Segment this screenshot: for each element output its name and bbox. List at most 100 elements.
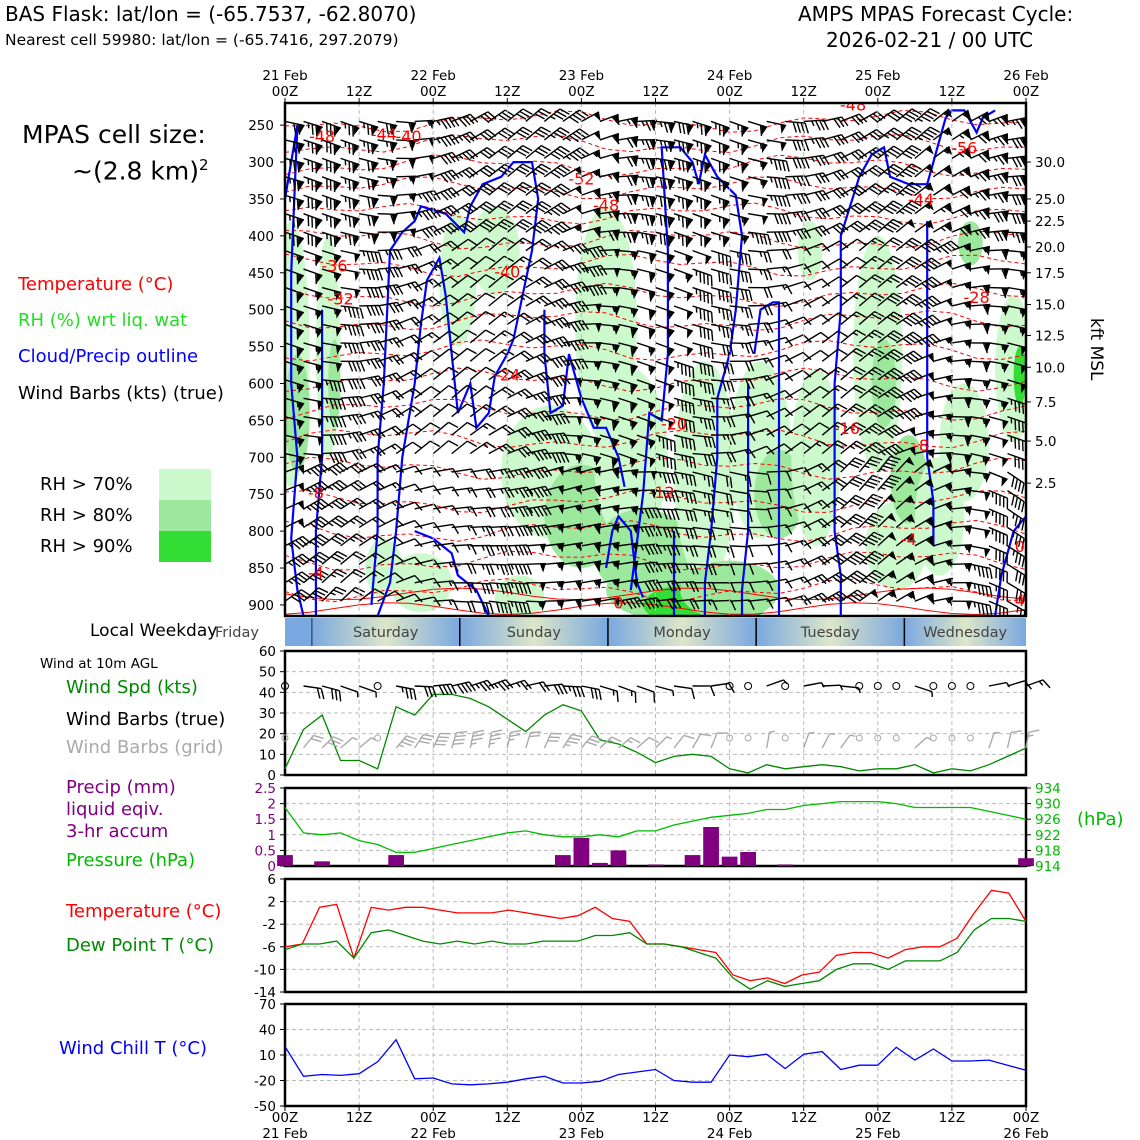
rh-region: [1013, 346, 1026, 406]
wind-barb: [451, 384, 477, 399]
wind-barb: [821, 403, 848, 418]
legend-wind: Wind Barbs (kts) (true): [18, 383, 224, 404]
wind-barb: [544, 485, 564, 496]
wind-barb: [562, 261, 590, 274]
wind-barb: [840, 131, 868, 144]
wind-barb: [303, 397, 324, 411]
wind-barb: [914, 429, 935, 440]
wind-barb: [303, 416, 324, 429]
legend-temperature: Temperature (°C): [18, 274, 174, 295]
wind-barb: [303, 194, 323, 211]
wind-barb: [433, 542, 459, 553]
wind-barb: [711, 451, 737, 463]
wind-barb: [321, 736, 344, 749]
wind-barb: [599, 248, 620, 259]
wind-barb: [821, 733, 835, 749]
location-title: BAS Flask: lat/lon = (-65.7537, -62.8070…: [5, 2, 417, 26]
wind-barb: [877, 570, 897, 584]
wind-barb: [951, 358, 972, 369]
wind-barb: [506, 200, 533, 215]
wind-barb: [618, 155, 639, 168]
precip-bar: [592, 862, 608, 866]
calm-marker: [373, 682, 382, 690]
temp-contour-label: 0: [613, 594, 623, 613]
y-tick-label-hpa: 600: [248, 376, 274, 392]
wind-barb: [395, 334, 423, 345]
wind-barb: [655, 342, 675, 358]
wind-barb: [803, 555, 831, 566]
wind-barb: [877, 474, 902, 491]
wind-barb: [618, 342, 639, 357]
wind-barb: [655, 736, 673, 749]
wind-barb: [543, 732, 562, 749]
wind-barb: [451, 366, 477, 381]
wind-barb: [525, 145, 552, 159]
nearest-cell-text: Nearest cell 59980: lat/lon = (-65.7416,…: [5, 31, 399, 49]
wind-barb: [303, 452, 324, 465]
wind-barb: [414, 367, 441, 381]
wind-barb: [562, 358, 589, 371]
y-tick-label: 30: [259, 706, 276, 722]
wind-barb: [821, 553, 849, 565]
wind-barb: [970, 265, 991, 276]
wind-barb: [488, 563, 514, 576]
wind-barb: [673, 268, 694, 284]
wind-barb: [692, 379, 715, 395]
cloud-outline: [370, 161, 540, 616]
wind-barb: [377, 176, 398, 189]
wind-barb: [692, 305, 714, 323]
wind-barb: [766, 139, 787, 152]
wind-barb: [1025, 489, 1026, 505]
wind-barb: [785, 245, 812, 256]
x-date-label-bottom: 21 Feb: [262, 1126, 307, 1140]
wind-barb: [988, 229, 1009, 242]
wind-barb: [507, 679, 532, 691]
wind-barb: [525, 314, 553, 326]
wind-barb: [729, 120, 749, 137]
wind-barb: [803, 349, 830, 362]
precip-bar: [1018, 858, 1034, 866]
wind-barb: [1007, 194, 1026, 206]
wind-barb: [581, 452, 602, 467]
wind-barb: [599, 190, 620, 203]
wind-barb: [488, 182, 515, 196]
wind-barb: [821, 421, 848, 436]
wind-barb: [451, 256, 478, 270]
wind-barb: [748, 213, 768, 226]
wind-barb: [914, 314, 942, 329]
wind-barb: [1007, 231, 1026, 244]
wind-barb: [562, 484, 583, 496]
wind-barb: [803, 592, 831, 603]
wind-barb: [414, 440, 441, 455]
wind-barb: [285, 416, 305, 430]
wind-barb: [636, 507, 663, 519]
wind-barb: [395, 316, 423, 327]
wind-barb: [340, 213, 361, 228]
wind-barb: [395, 441, 422, 455]
temp-contour-label: -44: [371, 125, 397, 144]
wind-barb: [988, 563, 1009, 584]
wind-barb: [432, 169, 460, 183]
temp-contour-label: -36: [321, 256, 347, 275]
temp-contour-label: -20: [661, 414, 687, 433]
wind-barb: [469, 111, 497, 124]
wind-barb: [285, 194, 305, 210]
wind-barb: [285, 434, 305, 448]
wind-barb: [655, 685, 675, 697]
wind-barb: [877, 218, 903, 233]
wind-barb: [285, 360, 305, 376]
wind-barb: [673, 286, 694, 302]
wind-barb: [692, 323, 714, 341]
y-tick-label-kft: 2.5: [1035, 476, 1056, 492]
wind-barb: [618, 323, 639, 339]
wind-barb: [618, 286, 639, 300]
wind-barb: [469, 255, 496, 270]
y-tick-label: 10: [259, 1048, 276, 1064]
wind-barb: [599, 132, 620, 145]
wind-barb: [377, 194, 398, 207]
wind-barb: [562, 377, 583, 388]
wind-barb: [544, 599, 565, 610]
y-tick-label-kft: 10.0: [1035, 360, 1065, 376]
wind-barb: [303, 323, 323, 338]
wind-barb: [377, 120, 398, 135]
